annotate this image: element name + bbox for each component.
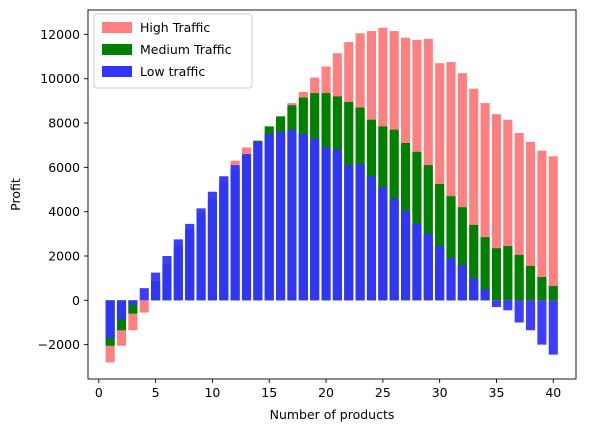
bar-medium-traffic-37 xyxy=(514,254,524,301)
bar-medium-traffic-31 xyxy=(446,196,456,301)
bar-medium-traffic-33 xyxy=(469,224,479,301)
x-axis-title: Number of products xyxy=(270,407,395,422)
bar-low-traffic-10 xyxy=(207,191,217,301)
bar-low-traffic-11 xyxy=(219,176,229,301)
bar-low-traffic-30 xyxy=(435,246,445,301)
bar-low-traffic-5 xyxy=(151,272,161,301)
axes-layer: 0 5 10 15 20 25 30 35 40 −2000 0 2000 4000 6000 8000 10… xyxy=(38,9,577,400)
bar-low-traffic-17 xyxy=(287,129,297,301)
bar-high-traffic-38 xyxy=(526,141,536,301)
bar-high-traffic-35 xyxy=(491,114,502,301)
y-tick-label: 6000 xyxy=(48,160,80,175)
bar-high-traffic-4 xyxy=(139,300,149,313)
bar-low-traffic-21 xyxy=(332,149,342,301)
plot-frame xyxy=(87,9,577,380)
bar-low-traffic-2 xyxy=(116,300,127,320)
y-tick-label: 4000 xyxy=(48,204,80,219)
bar-high-traffic-40 xyxy=(548,156,558,301)
bar-low-traffic-13 xyxy=(241,154,252,301)
y-tick-label: 8000 xyxy=(48,116,80,131)
bar-low-traffic-22 xyxy=(344,165,354,301)
bar-low-traffic-24 xyxy=(366,176,377,301)
bar-low-traffic-8 xyxy=(185,223,195,301)
bar-medium-traffic-38 xyxy=(526,265,536,301)
legend-box xyxy=(93,13,253,89)
bar-high-traffic-39 xyxy=(537,150,547,301)
x-tick-label: 35 xyxy=(489,385,505,400)
bar-low-traffic-25 xyxy=(378,187,388,301)
y-tick-label: 12000 xyxy=(40,27,80,42)
legend-swatch xyxy=(102,66,132,77)
bar-low-traffic-7 xyxy=(173,239,183,301)
bar-low-traffic-33 xyxy=(469,278,479,301)
bar-low-traffic-12 xyxy=(230,165,240,301)
legend-label: Low traffic xyxy=(140,64,205,79)
bar-high-traffic-34 xyxy=(480,103,490,301)
bar-medium-traffic-36 xyxy=(503,246,513,301)
x-tick-label: 0 xyxy=(95,385,103,400)
y-axis-title: Profit xyxy=(8,178,23,211)
bars-layer xyxy=(105,27,558,363)
bar-high-traffic-37 xyxy=(514,133,524,301)
bar-high-traffic-33 xyxy=(469,88,479,301)
legend-label: High Traffic xyxy=(140,20,210,35)
bar-low-traffic-3 xyxy=(128,300,138,305)
bar-low-traffic-28 xyxy=(412,223,422,301)
bar-low-traffic-31 xyxy=(446,258,456,301)
bar-low-traffic-38 xyxy=(526,300,536,331)
bar-high-traffic-31 xyxy=(446,62,456,301)
bar-low-traffic-14 xyxy=(253,141,263,301)
bar-medium-traffic-34 xyxy=(480,237,490,301)
y-tick-label: 0 xyxy=(72,293,80,308)
bar-low-traffic-6 xyxy=(162,256,172,301)
x-tick-label: 40 xyxy=(545,385,561,400)
bar-low-traffic-20 xyxy=(321,147,331,301)
bar-low-traffic-18 xyxy=(298,134,308,301)
bar-medium-traffic-32 xyxy=(457,207,467,301)
bar-low-traffic-29 xyxy=(423,233,433,301)
bar-medium-traffic-39 xyxy=(537,277,547,301)
bar-high-traffic-3 xyxy=(128,300,138,331)
y-tick-label: −2000 xyxy=(38,337,80,352)
bar-medium-traffic-3 xyxy=(128,300,138,314)
bar-low-traffic-15 xyxy=(264,134,274,301)
bar-low-traffic-19 xyxy=(310,138,320,301)
legend-label: Medium Traffic xyxy=(140,42,232,57)
y-tick-label: 10000 xyxy=(40,71,80,86)
bar-medium-traffic-40 xyxy=(548,285,558,301)
x-tick-label: 5 xyxy=(152,385,160,400)
bar-low-traffic-9 xyxy=(196,208,206,301)
bar-high-traffic-32 xyxy=(457,73,467,301)
y-tick-label: 2000 xyxy=(48,249,80,264)
bar-low-traffic-16 xyxy=(276,131,286,301)
x-tick-label: 30 xyxy=(432,385,448,400)
bar-low-traffic-39 xyxy=(537,300,547,345)
bar-low-traffic-1 xyxy=(105,300,115,338)
bar-low-traffic-35 xyxy=(491,300,502,307)
bar-low-traffic-26 xyxy=(389,198,399,301)
bar-low-traffic-36 xyxy=(503,300,513,311)
bar-low-traffic-40 xyxy=(548,300,558,355)
bar-low-traffic-4 xyxy=(139,288,149,301)
bar-medium-traffic-29 xyxy=(423,165,433,301)
x-tick-label: 10 xyxy=(204,385,220,400)
bar-medium-traffic-30 xyxy=(435,183,445,301)
bar-low-traffic-37 xyxy=(514,300,524,323)
x-tick-label: 20 xyxy=(318,385,334,400)
bar-high-traffic-36 xyxy=(503,119,513,301)
bar-low-traffic-23 xyxy=(355,164,365,301)
x-tick-label: 15 xyxy=(261,385,277,400)
x-tick-label: 25 xyxy=(375,385,391,400)
bar-high-traffic-30 xyxy=(435,63,445,301)
legend-swatch xyxy=(102,22,132,33)
bar-medium-traffic-35 xyxy=(491,248,502,301)
bar-low-traffic-27 xyxy=(401,210,411,301)
legend: High Traffic Medium Traffic Low traffic xyxy=(93,13,253,89)
bar-low-traffic-34 xyxy=(480,289,490,301)
legend-swatch xyxy=(102,44,132,55)
bar-low-traffic-32 xyxy=(457,264,467,301)
